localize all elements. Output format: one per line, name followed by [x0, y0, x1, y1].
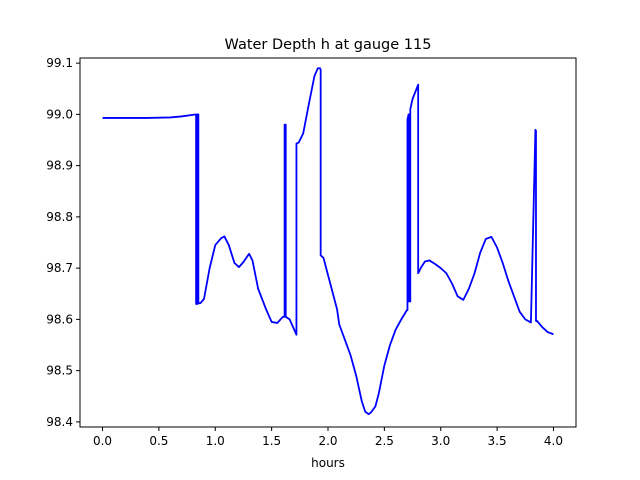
y-tick-label: 98.5 — [46, 364, 73, 378]
y-tick-label: 98.9 — [46, 159, 73, 173]
y-tick-label: 98.6 — [46, 312, 73, 326]
series-layer — [102, 67, 554, 416]
x-tick-label: 3.5 — [488, 434, 507, 448]
y-axis: 98.4 98.5 98.6 98.7 98.8 98.9 99.0 99.1 — [46, 56, 80, 429]
x-tick-label: 3.0 — [431, 434, 450, 448]
x-tick-label: 1.0 — [206, 434, 225, 448]
y-tick-label: 98.4 — [46, 415, 73, 429]
y-tick-label: 98.7 — [46, 261, 73, 275]
y-tick-label: 99.1 — [46, 56, 73, 70]
x-tick-label: 1.5 — [262, 434, 281, 448]
x-tick-label: 0.5 — [149, 434, 168, 448]
x-axis-label: hours — [311, 456, 345, 470]
chart-title: Water Depth h at gauge 115 — [225, 37, 432, 53]
y-tick-label: 99.0 — [46, 107, 73, 121]
y-tick-label: 98.8 — [46, 210, 73, 224]
plot-background — [80, 58, 576, 427]
x-tick-label: 2.0 — [318, 434, 337, 448]
x-axis: 0.0 0.5 1.0 1.5 2.0 2.5 3.0 3.5 4.0 — [93, 427, 563, 448]
x-tick-label: 0.0 — [93, 434, 112, 448]
series-line-0 — [102, 67, 554, 416]
x-tick-label: 4.0 — [544, 434, 563, 448]
x-tick-label: 2.5 — [375, 434, 394, 448]
